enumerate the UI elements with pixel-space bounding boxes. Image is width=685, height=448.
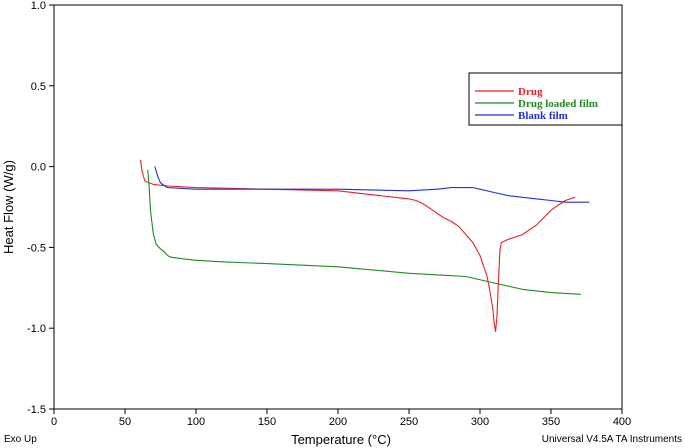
y-tick-label: 0.5 [31, 81, 46, 93]
x-tick-label: 0 [51, 416, 57, 428]
series-layer [140, 160, 590, 332]
x-tick-label: 100 [187, 416, 205, 428]
x-tick-label: 300 [471, 416, 489, 428]
footer-right-text: Universal V4.5A TA Instruments [542, 434, 682, 445]
series-line-blank-film [154, 166, 590, 203]
y-tick-label: 1.0 [31, 0, 46, 12]
x-tick-label: 50 [119, 416, 131, 428]
y-tick-label: 0.0 [31, 162, 46, 174]
y-tick-label: -0.5 [27, 242, 46, 254]
legend-box [468, 72, 623, 126]
x-tick-label: 350 [542, 416, 560, 428]
plot-frame [53, 4, 623, 410]
legend-label-blank-film: Blank film [518, 110, 568, 122]
legend-label-drug-loaded-film: Drug loaded film [518, 98, 598, 110]
legend: Drug Drug loaded film Blank film [468, 72, 623, 126]
x-tick-label: 200 [329, 416, 347, 428]
series-line-drug-loaded-film [147, 169, 581, 295]
x-axis-label: Temperature (°C) [291, 432, 391, 447]
plot-area [53, 4, 623, 410]
legend-label-drug: Drug [518, 86, 543, 98]
x-tick-label: 250 [400, 416, 418, 428]
y-axis-label: Heat Flow (W/g) [1, 160, 16, 254]
axes-layer: 0 50 100 150 200 250 300 350 400 1.0 0.5 0.0 -0.5 -1.… [27, 0, 631, 428]
y-tick-label: -1.0 [27, 323, 46, 335]
x-tick-label: 150 [258, 416, 276, 428]
y-tick-label: -1.5 [27, 404, 46, 416]
footer-left-text: Exo Up [4, 434, 37, 445]
x-tick-label: 400 [613, 416, 631, 428]
